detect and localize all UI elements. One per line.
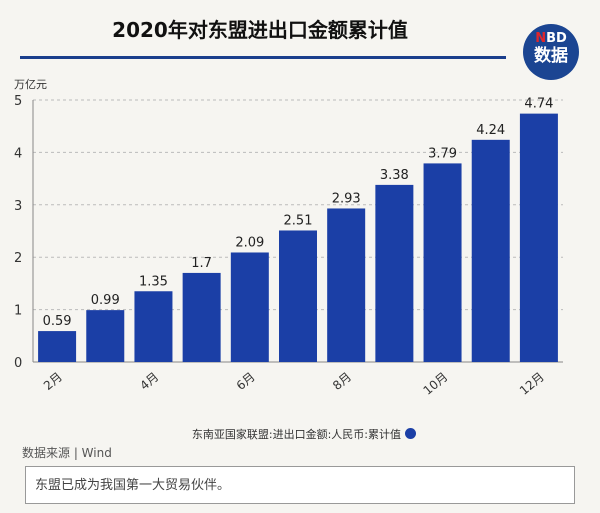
- data-label: 3.38: [380, 168, 409, 183]
- x-tick-label: 10月: [421, 370, 451, 398]
- x-tick-label: 2月: [41, 370, 65, 393]
- bar: [327, 208, 366, 362]
- bar: [519, 113, 558, 363]
- nbd-logo: NBD 数据: [523, 24, 579, 80]
- bar: [182, 272, 221, 362]
- x-tick-label: 4月: [137, 370, 161, 393]
- bar: [38, 331, 77, 362]
- data-label: 2.51: [284, 213, 313, 228]
- logo-n: N: [535, 31, 547, 46]
- data-label: 0.59: [43, 314, 72, 329]
- bar: [279, 230, 317, 362]
- legend-dot: [405, 428, 416, 439]
- data-label: 3.79: [428, 146, 457, 161]
- data-source: 数据来源 | Wind: [22, 446, 112, 460]
- bar: [423, 163, 462, 362]
- logo-bd: BD: [546, 31, 567, 46]
- legend-label: 东南亚国家联盟:进出口金额:人民币:累计值: [191, 428, 401, 441]
- y-tick-label: 1: [14, 304, 22, 319]
- data-label: 2.09: [235, 235, 264, 250]
- legend: 东南亚国家联盟:进出口金额:人民币:累计值: [0, 426, 416, 442]
- x-tick-label: 12月: [517, 370, 547, 398]
- y-axis-label: 万亿元: [14, 78, 47, 91]
- bar: [134, 291, 173, 362]
- data-label: 4.74: [524, 97, 553, 112]
- data-label: 2.93: [332, 191, 361, 206]
- y-tick-label: 5: [14, 94, 22, 109]
- bar: [230, 252, 269, 362]
- chart-title: 2020年对东盟进出口金额累计值: [112, 18, 408, 42]
- note-box: 东盟已成为我国第一大贸易伙伴。: [25, 466, 575, 504]
- bar: [375, 184, 414, 362]
- x-tick-label: 6月: [234, 370, 258, 393]
- bar: [86, 310, 125, 362]
- y-tick-label: 0: [14, 356, 22, 371]
- title-rule: [20, 56, 506, 59]
- y-tick-label: 2: [14, 251, 22, 266]
- data-label: 1.35: [139, 274, 168, 289]
- x-tick-label: 8月: [330, 370, 354, 393]
- y-tick-label: 4: [14, 146, 22, 161]
- y-tick-label: 3: [14, 199, 22, 214]
- bar: [471, 139, 510, 362]
- data-label: 1.7: [191, 256, 212, 271]
- data-label: 4.24: [476, 123, 505, 138]
- logo-text: 数据: [534, 46, 568, 66]
- data-label: 0.99: [91, 293, 120, 308]
